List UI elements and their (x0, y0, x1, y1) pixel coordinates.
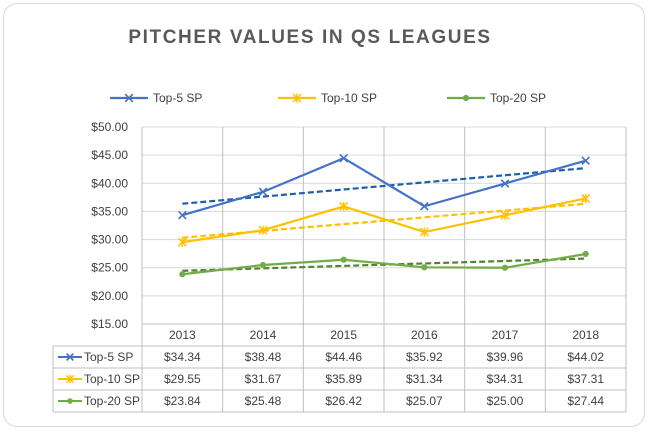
data-point (501, 264, 509, 271)
legend-label: Top-10 SP (321, 91, 377, 105)
data-point (177, 237, 187, 247)
y-tick-label: $20.00 (91, 289, 128, 303)
data-label: $34.34 (164, 350, 201, 364)
row-label: Top-5 SP (84, 350, 133, 364)
data-point (419, 227, 429, 237)
legend-item: Top-10 SP (278, 91, 377, 105)
data-label: $34.31 (487, 372, 524, 386)
data-label: $25.48 (245, 394, 282, 408)
data-label: $31.34 (406, 372, 443, 386)
data-label: $39.96 (487, 350, 524, 364)
data-point (258, 225, 268, 235)
x-tick-label: 2016 (411, 328, 438, 342)
row-label: Top-10 SP (84, 372, 140, 386)
data-point (420, 201, 429, 211)
series-line (182, 197, 586, 244)
data-point (178, 210, 187, 220)
data-label: $25.00 (487, 394, 524, 408)
data-point (292, 93, 302, 103)
data-label: $44.46 (325, 350, 362, 364)
table-row: Top-5 SP $34.34 $38.48 $44.46 $35.92 $39.96 $4… (58, 350, 604, 364)
series-line (182, 156, 586, 217)
y-tick-label: $40.00 (91, 176, 128, 190)
legend-label: Top-20 SP (490, 91, 546, 105)
x-tick-label: 2013 (169, 328, 196, 342)
x-tick-label: 2014 (250, 328, 277, 342)
data-point (500, 179, 510, 188)
series-line (182, 252, 586, 276)
data-label: $27.44 (567, 394, 604, 408)
x-tick-label: 2015 (330, 328, 357, 342)
data-point (339, 153, 348, 163)
table-row: Top-10 SP $29.55 $31.67 $35.89 $31.34 $34.31 $… (58, 372, 604, 386)
series-top-10-sp (177, 193, 591, 247)
y-tick-label: $35.00 (91, 204, 128, 218)
data-label: $25.07 (406, 394, 443, 408)
trendline (182, 257, 586, 272)
data-label: $44.02 (567, 350, 604, 364)
legend-label: Top-5 SP (153, 91, 202, 105)
data-point (67, 398, 73, 404)
data-point (582, 250, 589, 258)
row-label: Top-20 SP (84, 394, 140, 408)
y-tick-label: $25.00 (91, 261, 128, 275)
chart-title: PITCHER VALUES IN QS LEAGUES (128, 27, 492, 48)
data-point (258, 187, 268, 197)
chart-card (3, 3, 645, 427)
y-tick-label: $15.00 (91, 317, 128, 331)
data-label: $35.92 (406, 350, 443, 364)
data-point (500, 210, 510, 220)
data-label: $26.42 (325, 394, 362, 408)
table-row: Top-20 SP $23.84 $25.48 $26.42 $25.07 $25.00 $… (58, 394, 604, 408)
data-point (259, 261, 267, 269)
data-label: $31.67 (245, 372, 282, 386)
data-label: $29.55 (164, 372, 201, 386)
data-label: $35.89 (325, 372, 362, 386)
trendline (182, 167, 586, 205)
x-tick-label: 2018 (572, 328, 599, 342)
series-top-5-sp (178, 153, 590, 220)
data-label: $23.84 (164, 394, 201, 408)
y-tick-label: $50.00 (91, 120, 128, 134)
data-point (462, 94, 470, 102)
legend-item: Top-5 SP (110, 91, 202, 105)
series-top-20-sp (179, 250, 589, 278)
data-point (66, 353, 74, 361)
data-label: $38.48 (245, 350, 282, 364)
data-point (340, 256, 347, 263)
data-point (339, 201, 349, 212)
data-point (581, 156, 590, 165)
data-point (179, 271, 186, 278)
x-tick-label: 2017 (492, 328, 519, 342)
data-point (65, 374, 75, 384)
legend-item: Top-20 SP (447, 91, 546, 105)
data-point (124, 93, 134, 103)
data-label: $37.31 (567, 372, 604, 386)
data-point (421, 264, 428, 271)
y-tick-label: $30.00 (91, 233, 128, 247)
y-tick-label: $45.00 (91, 148, 128, 162)
data-point (581, 193, 591, 204)
